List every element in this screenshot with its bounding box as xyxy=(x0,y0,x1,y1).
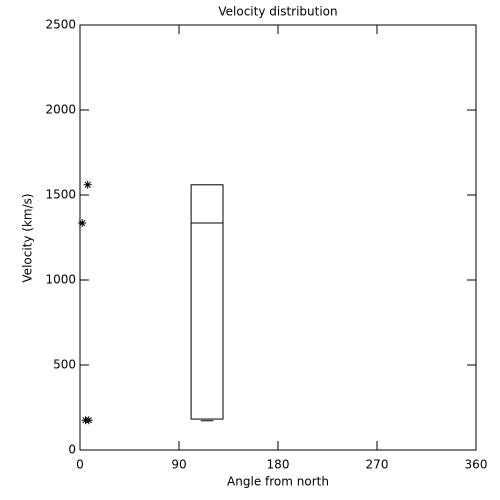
outlier-point xyxy=(78,219,87,228)
outlier-point xyxy=(83,180,92,189)
y-tick-label: 2000 xyxy=(45,103,76,117)
x-axis-label: Angle from north xyxy=(227,475,329,489)
box xyxy=(190,184,224,420)
outlier-point xyxy=(84,416,93,425)
chart-title: Velocity distribution xyxy=(218,5,337,19)
y-axis-label: Velocity (km/s) xyxy=(21,193,35,282)
y-tick-label: 2500 xyxy=(45,18,76,32)
plot-frame xyxy=(79,24,477,451)
y-tick-label: 0 xyxy=(68,443,76,457)
x-tick-label: 0 xyxy=(76,458,84,472)
y-tick-label: 1500 xyxy=(45,188,76,202)
x-tick-label: 180 xyxy=(267,458,290,472)
x-tick-label: 270 xyxy=(366,458,389,472)
x-tick-label: 360 xyxy=(465,458,488,472)
y-tick-label: 1000 xyxy=(45,273,76,287)
y-tick-label: 500 xyxy=(53,358,76,372)
x-tick-label: 90 xyxy=(171,458,186,472)
